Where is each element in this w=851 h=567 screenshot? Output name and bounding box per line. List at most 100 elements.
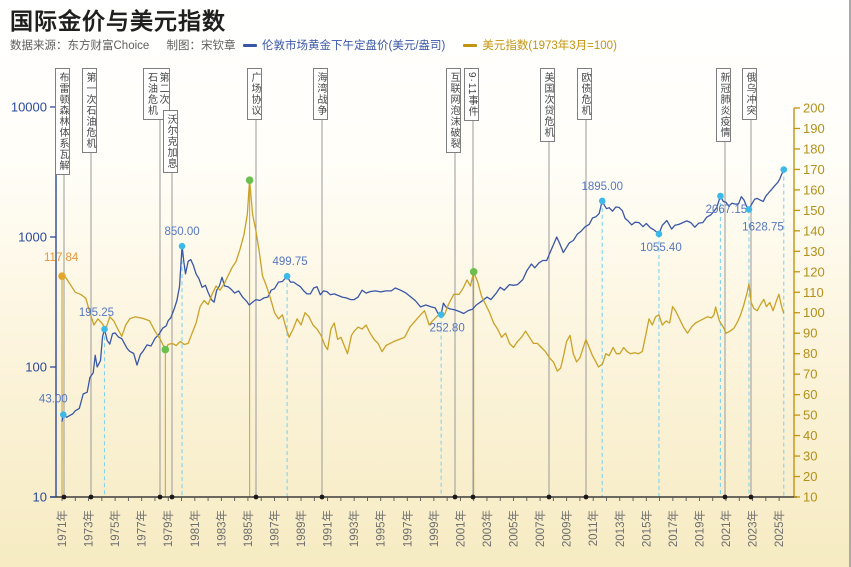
event-axis-dot: [253, 494, 259, 500]
event-axis-dot: [169, 494, 175, 500]
right-axis-tick-label: 20: [803, 469, 817, 484]
gold-marker-label: 43.00: [39, 394, 68, 406]
x-axis-year-label: 1973年: [82, 510, 96, 547]
event-axis-dot: [452, 494, 458, 500]
right-axis-tick-label: 30: [803, 449, 817, 464]
x-axis-year-label: 2023年: [746, 510, 760, 547]
x-axis-year-label: 2013年: [613, 510, 627, 547]
x-axis-year-label: 1999年: [427, 510, 441, 547]
x-axis-year-label: 2015年: [639, 510, 653, 547]
left-axis-tick-label: 10: [33, 490, 47, 505]
chart-legend: 伦敦市场黄金下午定盘价(美元/盎司) 美元指数(1973年3月=100): [243, 37, 617, 53]
right-axis-tick-label: 80: [803, 346, 817, 361]
x-axis-year-label: 1975年: [108, 510, 122, 547]
legend-label-usd-index: 美元指数(1973年3月=100): [482, 40, 617, 52]
right-axis-tick-label: 140: [803, 223, 825, 238]
legend-item-usd-index: 美元指数(1973年3月=100): [463, 37, 617, 53]
right-axis-tick-label: 150: [803, 203, 825, 218]
x-axis-year-label: 2025年: [772, 510, 786, 547]
legend-dash-usd-index-icon: [463, 43, 478, 47]
x-axis-year-label: 2019年: [692, 510, 706, 547]
gold-marker-dot: [101, 325, 108, 333]
right-axis-tick-label: 170: [803, 162, 825, 177]
gold-marker-dot: [598, 197, 606, 205]
right-axis-tick-label: 180: [803, 141, 825, 156]
x-axis-year-label: 2011年: [586, 510, 600, 546]
x-axis-year-label: 2001年: [453, 510, 467, 547]
gold-marker-label: 1055.40: [640, 242, 682, 254]
right-axis-tick-label: 200: [803, 101, 825, 116]
x-axis-year-label: 2005年: [507, 510, 521, 547]
x-axis-year-label: 1995年: [374, 510, 388, 547]
x-axis-year-label: 1971年: [55, 510, 69, 547]
gold-marker-dot: [178, 242, 186, 250]
gold-marker-dot: [60, 411, 67, 418]
event-axis-dot: [470, 494, 476, 500]
right-axis-tick-label: 50: [803, 408, 817, 423]
x-axis-year-label: 1989年: [294, 510, 308, 547]
right-axis-tick-label: 190: [803, 121, 825, 136]
data-source-label: 数据来源：东方财富Choice: [10, 40, 150, 52]
gold-marker-dot: [437, 311, 445, 318]
right-axis-tick-label: 100: [803, 305, 825, 320]
right-axis-tick-label: 10: [803, 490, 817, 505]
right-axis-tick-label: 110: [803, 285, 824, 300]
x-axis-year-label: 1983年: [214, 510, 228, 547]
gold-marker-label: 195.25: [79, 307, 114, 319]
usd-marker-dot: [161, 345, 170, 354]
gold-marker-label: 2067.15: [706, 204, 748, 216]
left-axis-tick-label: 10000: [11, 100, 47, 115]
left-axis-tick-label: 100: [25, 360, 47, 375]
page-title: 国际金价与美元指数: [10, 8, 226, 34]
x-axis-year-label: 2003年: [480, 510, 494, 547]
right-axis-tick-label: 60: [803, 387, 817, 402]
x-axis-year-label: 2007年: [533, 510, 547, 547]
x-axis-year-label: 1977年: [135, 510, 149, 547]
x-axis-year-label: 2017年: [666, 510, 680, 547]
event-axis-dot: [319, 494, 325, 500]
x-axis-year-label: 1987年: [267, 510, 281, 547]
gold-marker-label: 1895.00: [581, 181, 623, 193]
usd-marker-dot: [245, 176, 254, 185]
usd-marker-dot: [469, 267, 478, 276]
event-axis-dot: [722, 494, 728, 500]
event-axis-dot: [61, 494, 67, 500]
usd-marker-label: 117.84: [44, 252, 79, 264]
gold-marker-dot: [655, 230, 663, 238]
x-axis-year-label: 1997年: [400, 510, 414, 547]
usd-index-line: [61, 179, 785, 372]
left-axis-tick-label: 1000: [18, 230, 47, 245]
gold-marker-label: 1628.75: [742, 221, 784, 233]
gold-marker-label: 499.75: [273, 256, 308, 268]
right-axis-tick-label: 160: [803, 182, 825, 197]
gold-marker-dot: [745, 206, 753, 213]
x-axis-year-label: 1981年: [188, 510, 202, 547]
gold-marker-dot: [283, 272, 291, 280]
legend-dash-gold-price-icon: [243, 43, 257, 47]
right-axis-tick-label: 90: [803, 326, 817, 341]
subtitle-row: 数据来源：东方财富Choice 制图：宋钦章: [10, 37, 250, 53]
chart-maker-label: 制图：宋钦章: [166, 40, 236, 52]
usd-marker-dot: [58, 272, 66, 281]
event-axis-dot: [546, 494, 552, 500]
event-axis-dot: [748, 494, 754, 500]
legend-label-gold-price: 伦敦市场黄金下午定盘价(美元/盎司): [262, 40, 446, 52]
gold-marker-dot: [780, 166, 788, 173]
gold-marker-dot: [717, 192, 724, 200]
x-axis-year-label: 2021年: [719, 510, 733, 547]
x-axis-year-label: 1991年: [321, 510, 335, 547]
event-axis-dot: [157, 494, 163, 500]
event-axis-dot: [583, 494, 589, 500]
x-axis-year-label: 1979年: [161, 510, 175, 547]
gold-marker-label: 850.00: [164, 226, 199, 238]
gold-marker-label: 252.80: [430, 323, 465, 335]
x-axis-year-label: 1985年: [241, 510, 255, 547]
event-axis-dot: [88, 494, 94, 500]
right-axis-tick-label: 40: [803, 428, 817, 443]
right-axis-tick-label: 70: [803, 367, 817, 382]
gold-price-line: [61, 169, 785, 422]
right-axis-tick-label: 120: [803, 264, 825, 279]
legend-item-gold-price: 伦敦市场黄金下午定盘价(美元/盎司): [243, 37, 445, 53]
